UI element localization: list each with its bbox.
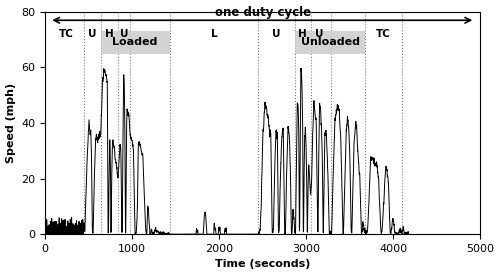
Text: TC: TC [376, 29, 390, 39]
Text: Unloaded: Unloaded [300, 37, 360, 48]
Bar [100, 31, 170, 54]
Text: U: U [120, 29, 128, 39]
Text: L: L [210, 29, 217, 39]
Y-axis label: Speed (mph): Speed (mph) [6, 83, 16, 163]
Text: U: U [272, 29, 281, 39]
Text: Loaded: Loaded [112, 37, 158, 48]
X-axis label: Time (seconds): Time (seconds) [215, 259, 310, 270]
Text: H: H [298, 29, 307, 39]
Text: U: U [315, 29, 324, 39]
Text: TC: TC [58, 29, 74, 39]
Text: one duty cycle: one duty cycle [214, 6, 311, 19]
Text: H: H [105, 29, 114, 39]
Bar [295, 31, 366, 54]
Text: U: U [88, 29, 96, 39]
